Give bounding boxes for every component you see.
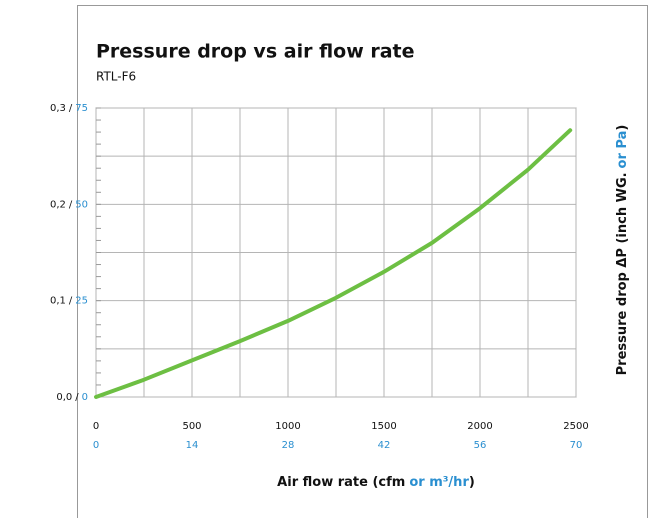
y2-tick-label: 25	[75, 296, 88, 307]
y-axis-label: Pressure drop ΔP (inch WG. or Pa)	[615, 125, 630, 376]
x2-tick-label: 0	[93, 440, 99, 451]
y-tick-label: 0,3/75	[50, 103, 88, 114]
y2-tick-label: 0	[82, 392, 88, 403]
y-axis-label-part: )	[615, 125, 630, 131]
chart-title: Pressure drop vs air flow rate	[96, 41, 415, 63]
frame	[77, 5, 648, 518]
x2-tick-label: 14	[186, 440, 199, 451]
x2-tick-label: 28	[282, 440, 295, 451]
x2-tick-label: 56	[474, 440, 487, 451]
x2-tick-label: 42	[378, 440, 391, 451]
x-axis-label: Air flow rate (cfm or m³/hr)	[277, 475, 475, 490]
y-tick-label: 0,3	[50, 103, 66, 114]
y-tick-label: 0,1/25	[50, 296, 88, 307]
y-tick-label: 0,2	[50, 199, 66, 210]
x-tick-label: 1500	[371, 421, 396, 432]
x-axis-label-part: or m³/hr	[409, 475, 469, 490]
y2-tick-label: 75	[75, 103, 88, 114]
chart-subtitle: RTL-F6	[96, 70, 136, 84]
tick-separator: /	[69, 296, 73, 307]
x-tick-label: 0	[93, 421, 99, 432]
y-axis-label-part: Pressure drop ΔP (inch WG.	[615, 172, 630, 375]
y-tick-label: 0,0	[56, 392, 72, 403]
data-line	[94, 128, 573, 399]
x-axis-label-part: )	[469, 475, 475, 490]
tick-separator: /	[69, 199, 73, 210]
y-axis-label-part: or Pa	[615, 131, 630, 169]
y-tick-label: 0,0/0	[56, 392, 88, 403]
tick-separator: /	[75, 392, 79, 403]
y2-tick-label: 50	[75, 199, 88, 210]
tick-separator: /	[69, 103, 73, 114]
x-tick-label: 1000	[275, 421, 300, 432]
x-tick-label: 2000	[467, 421, 492, 432]
x-tick-label: 500	[182, 421, 201, 432]
x-axis-label-part: Air flow rate (cfm	[277, 475, 405, 490]
x2-tick-label: 70	[570, 440, 583, 451]
y-tick-label: 0,2/50	[50, 199, 88, 210]
y-tick-label: 0,1	[50, 296, 66, 307]
x-tick-label: 2500	[563, 421, 588, 432]
